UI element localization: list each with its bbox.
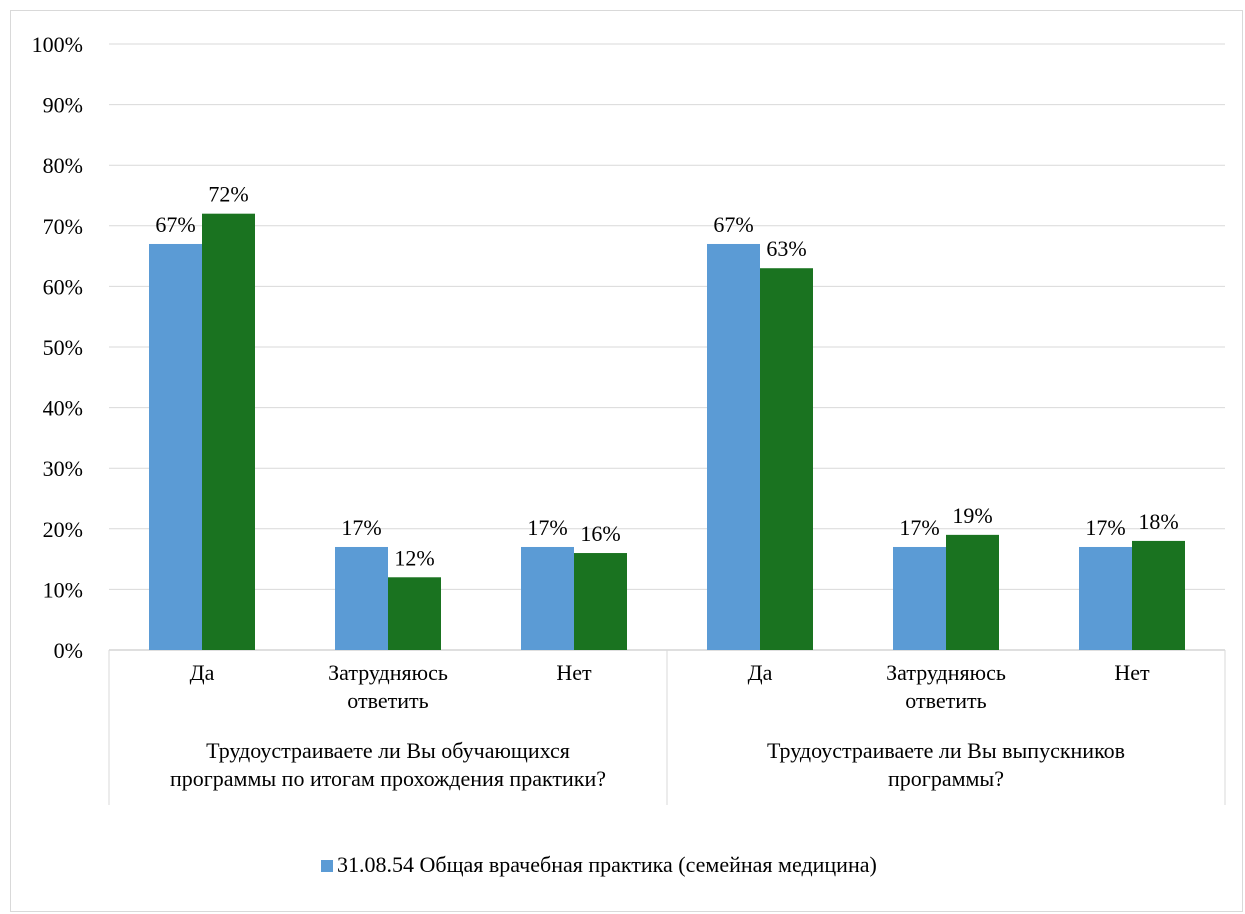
y-tick-label: 100% — [32, 32, 83, 57]
bar-series-2 — [574, 553, 627, 650]
data-label: 72% — [208, 182, 248, 207]
y-tick-label: 70% — [43, 214, 83, 239]
bar-series-2 — [760, 268, 813, 650]
y-tick-label: 10% — [43, 577, 83, 602]
y-tick-label: 20% — [43, 517, 83, 542]
data-label: 67% — [713, 212, 753, 237]
legend-swatch — [321, 860, 333, 872]
group-label: Трудоустраиваете ли Вы обучающихся — [206, 738, 570, 763]
y-tick-label: 40% — [43, 396, 83, 421]
data-label: 17% — [899, 515, 939, 540]
group-label: Трудоустраиваете ли Вы выпускников — [767, 738, 1125, 763]
data-label: 17% — [341, 515, 381, 540]
legend-label: 31.08.54 Общая врачебная практика (семей… — [337, 852, 877, 877]
bar-series-1 — [521, 546, 574, 650]
category-label: Да — [748, 660, 773, 685]
y-tick-label: 80% — [43, 153, 83, 178]
bar-series-1 — [893, 546, 946, 650]
category-label: ответить — [905, 688, 986, 713]
data-label: 17% — [527, 515, 567, 540]
bar-series-2 — [1132, 540, 1185, 650]
category-label: ответить — [347, 688, 428, 713]
category-label: Затрудняюсь — [328, 660, 448, 685]
data-label: 12% — [394, 545, 434, 570]
bar-series-1 — [707, 243, 760, 651]
group-label: программы? — [888, 766, 1004, 791]
data-label: 63% — [766, 236, 806, 261]
chart-frame: 0% 10% 20% 30% 40% 50% 60% 70% 80% 90% 100% 67% 72% Д… — [10, 10, 1243, 912]
category-label: Нет — [1114, 660, 1150, 685]
bar-series-1 — [1079, 546, 1132, 650]
data-label: 17% — [1085, 515, 1125, 540]
y-tick-label: 60% — [43, 274, 83, 299]
y-tick-label: 30% — [43, 456, 83, 481]
bar-chart: 0% 10% 20% 30% 40% 50% 60% 70% 80% 90% 100% 67% 72% Д… — [32, 32, 1226, 877]
bar-series-1 — [335, 546, 388, 650]
bar-series-1 — [149, 243, 202, 651]
y-tick-label: 90% — [43, 93, 83, 118]
y-tick-label: 50% — [43, 335, 83, 360]
data-label: 19% — [952, 503, 992, 528]
bar-series-2 — [946, 534, 999, 650]
data-label: 16% — [580, 521, 620, 546]
data-label: 67% — [155, 212, 195, 237]
bar-series-2 — [202, 213, 255, 650]
category-label: Нет — [556, 660, 592, 685]
bar-series-2 — [388, 577, 441, 650]
category-label: Затрудняюсь — [886, 660, 1006, 685]
data-label: 18% — [1138, 509, 1178, 534]
group-label: программы по итогам прохождения практики… — [170, 766, 606, 791]
y-tick-label: 0% — [54, 638, 83, 663]
category-label: Да — [190, 660, 215, 685]
